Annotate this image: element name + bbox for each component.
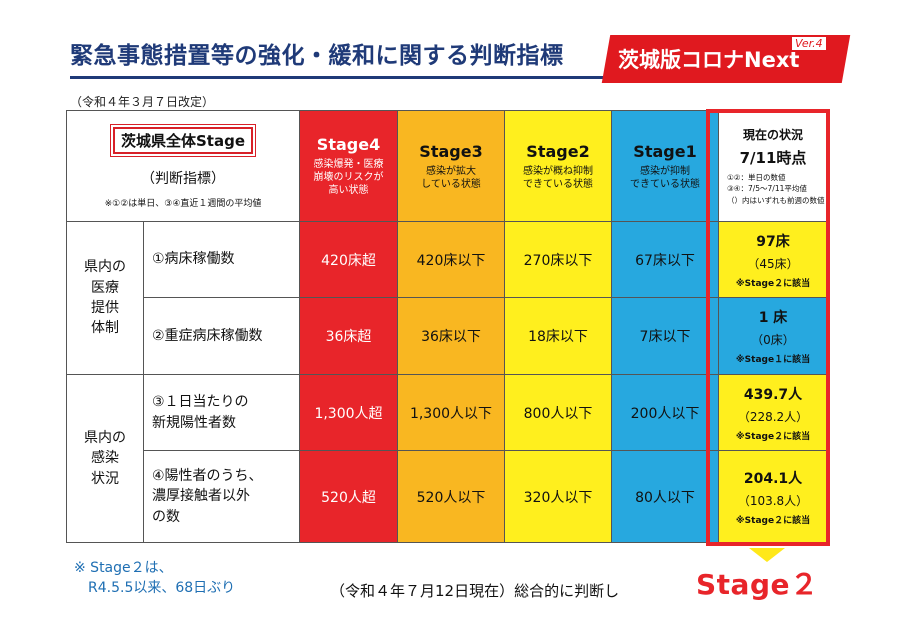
stage2-name: Stage2 (526, 141, 590, 161)
page-title: 緊急事態措置等の強化・緩和に関する判断指標 (70, 43, 564, 69)
current-bed-occupancy: 97床 （45床） ※Stage２に該当 (719, 222, 828, 298)
stage2-threshold: 320人以下 (523, 489, 593, 506)
group-medical-system: 県内の 医療 提供 体制 (66, 222, 144, 375)
table-cell: 36床以下 (398, 298, 505, 375)
table-cell: 800人以下 (505, 375, 612, 451)
prefecture-stage-badge: 茨城県全体Stage (109, 124, 257, 157)
stage1-threshold: 67床以下 (635, 252, 695, 269)
table-cell: 420床以下 (398, 222, 505, 298)
stage3-threshold: 1,300人以下 (409, 405, 493, 422)
stage-assessment: ※Stage２に該当 (735, 278, 811, 289)
stage4-threshold: 1,300人超 (314, 405, 383, 422)
indicator-non-contact-cases: ④陽性者のうち、 濃厚接触者以外 の数 (144, 451, 300, 543)
down-arrow-icon (749, 548, 785, 562)
criteria-subtitle: （判断指標） (141, 171, 225, 187)
table-cell: 7床以下 (612, 298, 719, 375)
stage2-threshold: 18床以下 (528, 329, 588, 345)
previous-week-value: （103.8人） (737, 493, 809, 508)
stage3-threshold: 420床以下 (416, 252, 486, 269)
current-non-contact-cases: 204.1人 （103.8人） ※Stage２に該当 (719, 451, 828, 543)
current-severe-bed-occupancy: 1 床 （0床） ※Stage１に該当 (719, 298, 828, 375)
stage4-header: Stage4 感染爆発・医療 崩壊のリスクが 高い状態 (300, 110, 398, 222)
stage-criteria-table: 茨城県全体Stage （判断指標） ※①②は単日、③④直近１週間の平均値 Sta… (66, 110, 828, 543)
stage3-description: 感染が拡大 している状態 (421, 165, 481, 190)
table-cell: 520人以下 (398, 451, 505, 543)
current-value: 97床 (756, 233, 790, 250)
table-cell: 270床以下 (505, 222, 612, 298)
brand-logo-text: 茨城版コロナNext (618, 48, 800, 72)
table-cell: 18床以下 (505, 298, 612, 375)
table-cell: 320人以下 (505, 451, 612, 543)
overall-judgment-text: （令和４年７月12日現在）総合的に判断し (330, 582, 620, 600)
table-cell: 420床超 (300, 222, 398, 298)
current-status-title: 現在の状況 (742, 128, 803, 143)
table-cell: 36床超 (300, 298, 398, 375)
group-infection-status: 県内の 感染 状況 (66, 375, 144, 543)
stage1-threshold: 80人以下 (635, 489, 695, 506)
stage-assessment: ※Stage１に該当 (735, 355, 811, 365)
table-cell: 80人以下 (612, 451, 719, 543)
current-value: 204.1人 (743, 470, 803, 487)
table-cell: 67床以下 (612, 222, 719, 298)
stage-assessment: ※Stage２に該当 (735, 515, 811, 526)
stage-footnote: ※ Stage２は、 R4.5.5以来、68日ぶり (74, 560, 236, 597)
indicator-daily-new-cases: ③１日当たりの 新規陽性者数 (144, 375, 300, 451)
stage-assessment: ※Stage２に該当 (735, 431, 811, 442)
table-corner-header: 茨城県全体Stage （判断指標） ※①②は単日、③④直近１週間の平均値 (66, 110, 300, 222)
current-status-date: 7/11時点 (739, 149, 807, 168)
table-cell: 200人以下 (612, 375, 719, 451)
group-label: 県内の 医療 提供 体制 (84, 259, 126, 337)
stage4-description: 感染爆発・医療 崩壊のリスクが 高い状態 (313, 159, 384, 196)
group-label: 県内の 感染 状況 (84, 430, 126, 487)
table-cell: 1,300人超 (300, 375, 398, 451)
current-note-line-2: ③④：7/5～7/11平均値 (727, 184, 807, 194)
previous-week-value: （0床） (751, 333, 795, 347)
current-daily-new-cases: 439.7人 （228.2人） ※Stage２に該当 (719, 375, 828, 451)
stage4-threshold: 420床超 (321, 252, 376, 269)
current-status-header: 現在の状況 7/11時点 ①②：単日の数値 ③④：7/5～7/11平均値 （）内… (719, 110, 828, 222)
stage2-header: Stage2 感染が概ね抑制 できている状態 (505, 110, 612, 222)
stage1-threshold: 200人以下 (630, 405, 700, 422)
stage4-threshold: 520人超 (321, 489, 376, 506)
criteria-note: ※①②は単日、③④直近１週間の平均値 (104, 199, 262, 209)
revision-date: （令和４年３月７日改定） (70, 95, 215, 109)
stage3-threshold: 36床以下 (421, 329, 481, 345)
brand-logo-version: Ver.4 (792, 37, 826, 50)
stage1-threshold: 7床以下 (639, 329, 691, 345)
stage1-name: Stage1 (633, 141, 697, 161)
title-underline (70, 76, 610, 79)
stage3-header: Stage3 感染が拡大 している状態 (398, 110, 505, 222)
table-cell: 520人超 (300, 451, 398, 543)
previous-week-value: （228.2人） (737, 409, 809, 424)
stage4-threshold: 36床超 (325, 329, 372, 345)
indicator-bed-occupancy: ①病床稼働数 (144, 222, 300, 298)
current-value: 1 床 (758, 310, 788, 326)
table-cell: 1,300人以下 (398, 375, 505, 451)
indicator-severe-bed-occupancy: ②重症病床稼働数 (144, 298, 300, 375)
stage1-description: 感染が抑制 できている状態 (630, 165, 700, 190)
stage3-name: Stage3 (419, 141, 483, 161)
current-status-note: ①②：単日の数値 ③④：7/5～7/11平均値 （）内はいずれも前週の数値 (719, 172, 827, 206)
stage4-name: Stage4 (316, 135, 381, 154)
current-value: 439.7人 (743, 386, 803, 403)
current-note-line-3: （）内はいずれも前週の数値 (727, 195, 825, 205)
stage2-threshold: 270床以下 (523, 252, 593, 269)
previous-week-value: （45床） (747, 256, 799, 271)
stage2-threshold: 800人以下 (523, 405, 593, 422)
current-note-line-1: ①②：単日の数値 (727, 173, 786, 183)
stage3-threshold: 520人以下 (416, 489, 486, 506)
stage1-header: Stage1 感染が抑制 できている状態 (612, 110, 719, 222)
overall-stage-result: Stage２ (696, 568, 819, 601)
stage2-description: 感染が概ね抑制 できている状態 (523, 165, 593, 190)
